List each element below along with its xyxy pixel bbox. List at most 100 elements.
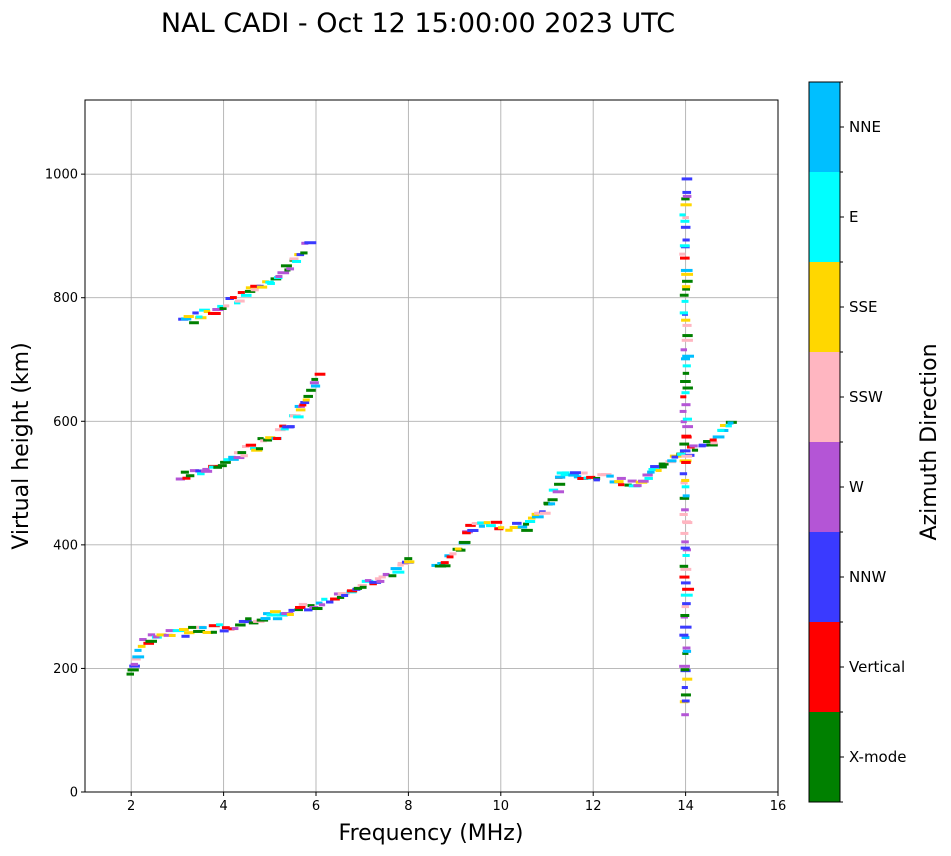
echo-mark bbox=[682, 364, 691, 368]
echo-mark bbox=[240, 454, 248, 458]
echo-mark bbox=[593, 478, 600, 482]
echo-mark bbox=[681, 403, 691, 407]
echo-mark bbox=[293, 415, 304, 419]
echo-mark bbox=[682, 602, 691, 606]
echo-mark bbox=[505, 528, 513, 532]
echo-mark bbox=[650, 465, 660, 469]
data-marks bbox=[126, 177, 737, 717]
x-tick-label: 6 bbox=[312, 799, 320, 814]
echo-mark bbox=[679, 633, 689, 637]
echo-mark bbox=[192, 311, 199, 315]
echo-mark bbox=[681, 391, 690, 395]
plot-frame bbox=[84, 99, 779, 793]
echo-mark bbox=[314, 372, 326, 376]
echo-mark bbox=[681, 177, 693, 181]
echo-mark bbox=[272, 617, 283, 621]
echo-mark bbox=[302, 398, 310, 402]
echo-mark bbox=[156, 633, 167, 637]
echo-mark bbox=[561, 471, 570, 475]
colorbar-label: Azimuth Direction bbox=[917, 343, 942, 540]
echo-mark bbox=[210, 630, 217, 634]
echo-mark bbox=[240, 293, 252, 297]
echo-mark bbox=[521, 528, 533, 532]
echo-mark bbox=[586, 475, 596, 479]
echo-mark bbox=[193, 629, 206, 633]
echo-mark bbox=[682, 354, 695, 358]
echo-mark bbox=[244, 289, 256, 293]
echo-mark bbox=[671, 455, 679, 459]
echo-mark bbox=[681, 713, 689, 717]
colorbar-tick-label: NNE bbox=[849, 118, 881, 136]
echo-mark bbox=[681, 197, 690, 201]
echo-mark bbox=[606, 474, 614, 478]
echo-mark bbox=[644, 476, 653, 480]
echo-mark bbox=[609, 480, 619, 484]
echo-mark bbox=[315, 601, 323, 605]
echo-mark bbox=[680, 668, 690, 672]
echo-mark bbox=[554, 475, 566, 479]
echo-mark bbox=[439, 564, 451, 568]
echo-mark bbox=[228, 627, 235, 631]
echo-mark bbox=[330, 597, 340, 601]
colorbar: X-mode Vertical NNW W SSW SSE E NNE bbox=[808, 81, 906, 803]
trace-2 bbox=[178, 241, 317, 325]
echo-mark bbox=[449, 552, 457, 556]
echo-mark bbox=[682, 216, 689, 220]
echo-mark bbox=[306, 388, 316, 392]
echo-mark bbox=[642, 473, 653, 477]
echo-mark bbox=[573, 475, 582, 479]
echo-mark bbox=[679, 459, 692, 463]
echo-mark bbox=[145, 639, 157, 643]
echo-mark bbox=[458, 540, 471, 544]
colorbar-tick-label: SSE bbox=[849, 298, 878, 316]
echo-mark bbox=[245, 443, 257, 447]
echo-mark bbox=[681, 460, 691, 464]
grid-lines bbox=[85, 100, 779, 793]
echo-mark bbox=[534, 511, 544, 515]
echo-mark bbox=[462, 531, 471, 535]
echo-mark bbox=[679, 512, 688, 516]
echo-mark bbox=[548, 488, 559, 492]
echo-mark bbox=[288, 608, 295, 612]
trace-3 bbox=[431, 420, 737, 568]
echo-mark bbox=[235, 623, 246, 627]
echo-mark bbox=[680, 615, 689, 619]
chart-title: NAL CADI - Oct 12 15:00:00 2023 UTC bbox=[161, 8, 675, 39]
echo-mark bbox=[680, 268, 693, 272]
echo-mark bbox=[725, 424, 732, 428]
echo-mark bbox=[679, 311, 688, 315]
echo-mark bbox=[681, 272, 694, 276]
echo-mark bbox=[223, 304, 230, 308]
echo-mark bbox=[213, 465, 223, 469]
echo-mark bbox=[217, 464, 227, 468]
echo-mark bbox=[624, 483, 632, 487]
echo-mark bbox=[616, 476, 626, 480]
echo-mark bbox=[691, 448, 699, 452]
echo-mark bbox=[633, 484, 642, 488]
echo-mark bbox=[679, 293, 689, 297]
echo-mark bbox=[680, 531, 689, 535]
echo-mark bbox=[311, 377, 319, 381]
echo-mark bbox=[548, 502, 556, 506]
echo-mark bbox=[531, 515, 544, 519]
echo-mark bbox=[509, 525, 522, 529]
echo-mark bbox=[440, 561, 449, 565]
echo-mark bbox=[143, 641, 155, 645]
echo-mark bbox=[211, 311, 221, 315]
echo-mark bbox=[648, 468, 660, 472]
echo-mark bbox=[134, 648, 142, 652]
echo-mark bbox=[679, 564, 689, 568]
echo-mark bbox=[219, 306, 227, 310]
echo-mark bbox=[577, 476, 589, 480]
echo-mark bbox=[679, 575, 690, 579]
echo-mark bbox=[129, 664, 140, 668]
echo-mark bbox=[483, 521, 491, 525]
echo-mark bbox=[717, 428, 725, 432]
echo-mark bbox=[454, 547, 462, 551]
echo-mark bbox=[681, 454, 693, 458]
echo-mark bbox=[267, 281, 275, 285]
echo-mark bbox=[359, 585, 367, 589]
echo-mark bbox=[679, 472, 688, 476]
echo-mark bbox=[680, 693, 691, 697]
echo-mark bbox=[680, 481, 688, 485]
